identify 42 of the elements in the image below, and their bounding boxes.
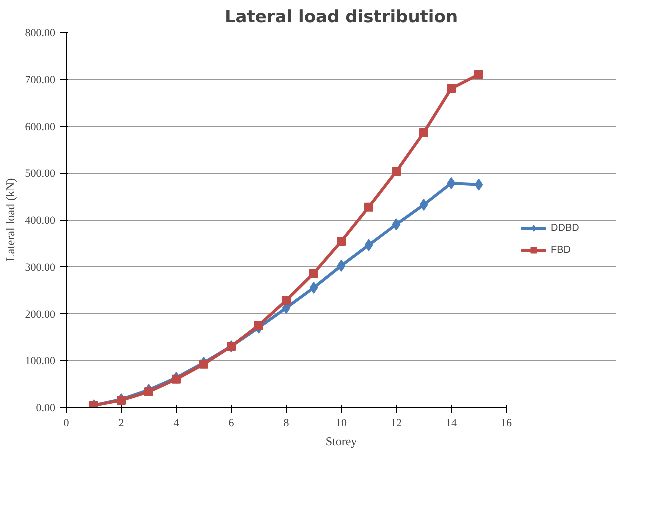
point <box>474 178 484 191</box>
x-tick-label: 0 <box>64 418 70 430</box>
point <box>364 239 374 252</box>
y-tick-label: 0.00 <box>36 402 56 414</box>
y-tick-label: 500.00 <box>25 168 56 180</box>
point <box>364 202 374 212</box>
point <box>200 360 208 369</box>
y-tick-label: 400.00 <box>25 215 56 227</box>
x-tick-label: 10 <box>336 418 348 430</box>
point <box>337 260 346 272</box>
point <box>172 374 181 384</box>
y-tick-label: 100.00 <box>25 356 56 368</box>
x-axis-title: Storey <box>326 434 358 448</box>
x-tick-label: 2 <box>118 418 124 430</box>
point <box>447 84 456 94</box>
point <box>337 237 346 246</box>
y-axis-title: Lateral load (kN) <box>3 178 18 262</box>
x-tick-label: 4 <box>174 418 180 430</box>
legend-label: DDBD <box>551 222 580 234</box>
point <box>144 388 154 397</box>
point <box>392 218 401 231</box>
y-tick-label: 200.00 <box>25 308 56 321</box>
point <box>254 320 264 330</box>
chart-title: Lateral load distribution <box>224 8 458 28</box>
x-tick-label: 14 <box>446 418 458 430</box>
point <box>310 282 318 294</box>
point <box>474 70 484 80</box>
y-tick-label: 700.00 <box>25 74 56 86</box>
y-tick-label: 300.00 <box>25 262 56 274</box>
point <box>420 199 428 211</box>
point <box>392 167 401 176</box>
point <box>447 177 456 190</box>
y-tick-label: 600.00 <box>25 121 56 134</box>
point <box>310 268 318 278</box>
x-tick-label: 16 <box>501 418 512 430</box>
point <box>420 128 428 138</box>
x-tick-label: 6 <box>228 418 235 430</box>
point <box>282 296 291 306</box>
legend-label: FBD <box>551 244 571 256</box>
x-tick-label: 8 <box>284 418 290 430</box>
x-tick-label: 12 <box>391 418 402 430</box>
y-tick-label: 800.00 <box>25 28 56 40</box>
